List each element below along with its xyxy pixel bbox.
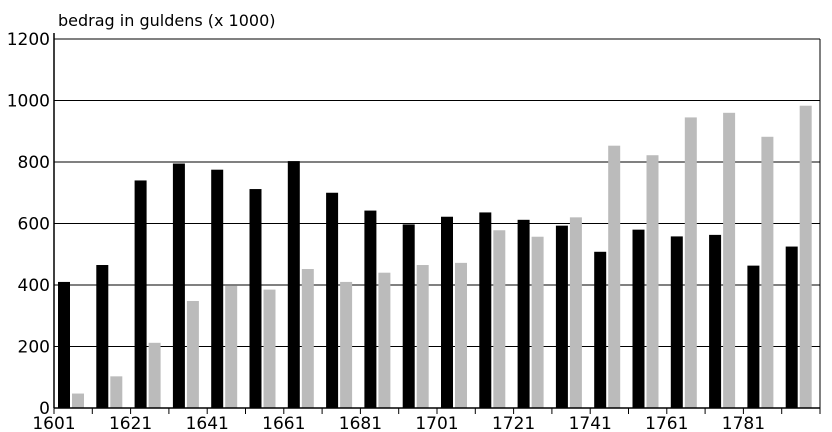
bar-series-1 <box>364 210 377 408</box>
bar-series-1 <box>287 161 300 408</box>
bar-series-2 <box>110 376 123 408</box>
bar-series-1 <box>96 265 109 408</box>
x-tick-label: 1741 <box>569 414 612 432</box>
y-axis-label: bedrag in guldens (x 1000) <box>58 11 276 30</box>
x-tick-label: 1601 <box>32 414 75 432</box>
bar-series-1 <box>402 224 415 408</box>
bar-series-1 <box>58 281 70 408</box>
bar-series-2 <box>646 155 659 408</box>
bar-series-2 <box>340 281 353 408</box>
y-tick-label: 0 <box>39 399 50 419</box>
x-tick-label: 1681 <box>339 414 382 432</box>
bar-series-2 <box>225 285 238 408</box>
x-tick-label: 1721 <box>492 414 535 432</box>
y-tick-label: 800 <box>18 153 50 173</box>
bar-series-2 <box>455 262 467 408</box>
bar-series-1 <box>326 192 339 408</box>
x-tick-label: 1621 <box>109 414 152 432</box>
bars <box>58 105 812 409</box>
bar-series-2 <box>569 217 582 408</box>
bar-series-2 <box>493 230 506 408</box>
bar-series-2 <box>608 145 621 408</box>
bar-series-1 <box>211 169 224 408</box>
x-tick-label: 1661 <box>262 414 305 432</box>
x-tick-label: 1761 <box>645 414 688 432</box>
bar-series-2 <box>301 269 314 408</box>
bar-series-2 <box>72 393 84 408</box>
x-tick-label: 1641 <box>186 414 229 432</box>
bar-series-2 <box>148 342 161 408</box>
bar-series-1 <box>249 189 262 408</box>
bar-series-2 <box>531 236 544 408</box>
bar-series-2 <box>186 300 199 408</box>
bar-series-1 <box>670 236 683 408</box>
x-axis: 1601 1621 1641 1661 1681 1701 1721 1741 1761 1781 <box>32 407 821 432</box>
bar-series-2 <box>684 117 697 408</box>
y-tick-label: 1200 <box>7 30 50 50</box>
bar-series-1 <box>441 216 453 408</box>
y-axis: 0 200 400 600 800 1000 1200 <box>7 30 55 419</box>
bar-series-1 <box>594 251 607 408</box>
bar-series-1 <box>134 180 147 408</box>
bar-series-2 <box>761 136 774 409</box>
x-tick-label: 1701 <box>415 414 458 432</box>
y-tick-label: 400 <box>18 276 50 296</box>
bar-series-1 <box>555 225 568 408</box>
bar-series-1 <box>172 163 185 408</box>
bar-series-2 <box>723 112 736 409</box>
bar-series-1 <box>632 229 645 408</box>
bar-series-2 <box>378 272 391 408</box>
bar-series-2 <box>416 265 429 408</box>
y-tick-label: 200 <box>18 338 50 358</box>
bar-series-1 <box>709 234 722 408</box>
bar-series-1 <box>747 265 760 408</box>
x-tick-label: 1781 <box>722 414 765 432</box>
y-tick-label: 1000 <box>7 92 50 112</box>
bar-series-1 <box>517 219 530 408</box>
y-tick-label: 600 <box>18 215 50 235</box>
gridlines <box>54 38 821 409</box>
bar-series-2 <box>263 289 276 408</box>
bar-series-1 <box>479 212 492 408</box>
bar-series-2 <box>799 105 812 408</box>
bar-series-1 <box>785 246 798 408</box>
